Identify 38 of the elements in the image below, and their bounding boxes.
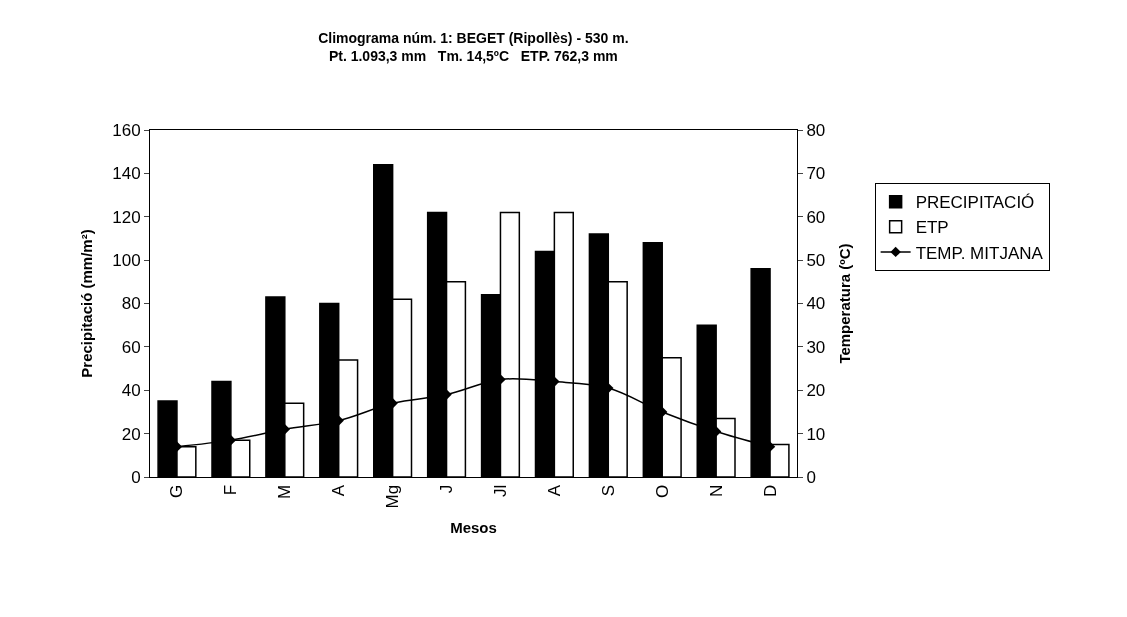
x-tick-label: D xyxy=(760,484,780,498)
y-tick-label: 120 xyxy=(112,207,141,227)
y-tick-label: 0 xyxy=(131,467,141,487)
chart-subtitle: Pt. 1.093,3 mm Tm. 14,5ºC ETP. 762,3 mm xyxy=(328,48,618,65)
legend-label: ETP xyxy=(915,218,949,238)
x-tick-label: A xyxy=(329,484,349,497)
x-tick-label: Mg xyxy=(383,484,403,509)
y-tick-label: 60 xyxy=(121,337,141,357)
chart-title: Climograma núm. 1: BEGET (Ripollès) - 530 m. xyxy=(318,30,629,47)
x-axis-title: Mesos xyxy=(450,519,497,537)
y2-tick-label: 80 xyxy=(806,120,826,140)
y2-tick-label: 40 xyxy=(806,294,826,314)
x-tick-label: F xyxy=(221,484,241,496)
x-tick-label: M xyxy=(275,484,295,499)
y-tick-label: 80 xyxy=(121,294,141,314)
x-tick-label: G xyxy=(167,484,187,499)
y-tick-label: 140 xyxy=(112,164,141,184)
y2-tick-label: 20 xyxy=(806,381,826,401)
y2-tick-label: 60 xyxy=(806,207,826,227)
y2-axis-title: Temperatura (ºC) xyxy=(836,243,854,364)
x-tick-label: Jl xyxy=(490,484,510,498)
y-tick-label: 40 xyxy=(121,381,141,401)
y-tick-label: 160 xyxy=(112,120,141,140)
x-tick-label: N xyxy=(706,484,726,498)
y-tick-label: 100 xyxy=(112,251,141,271)
x-tick-label: O xyxy=(652,484,672,499)
y-axis-title: Precipitació (mm/m²) xyxy=(78,229,96,378)
legend-label: TEMP. MITJANA xyxy=(915,243,1044,263)
y2-tick-label: 30 xyxy=(806,337,826,357)
x-tick-label: S xyxy=(598,484,618,497)
y2-tick-label: 70 xyxy=(806,164,826,184)
x-tick-label: J xyxy=(437,484,457,494)
y2-tick-label: 10 xyxy=(806,424,826,444)
x-tick-label: A xyxy=(544,484,564,497)
y2-tick-label: 50 xyxy=(806,251,826,271)
legend-label: PRECIPITACIÓ xyxy=(915,193,1035,213)
y-tick-label: 20 xyxy=(121,424,141,444)
y2-tick-label: 0 xyxy=(806,467,816,487)
